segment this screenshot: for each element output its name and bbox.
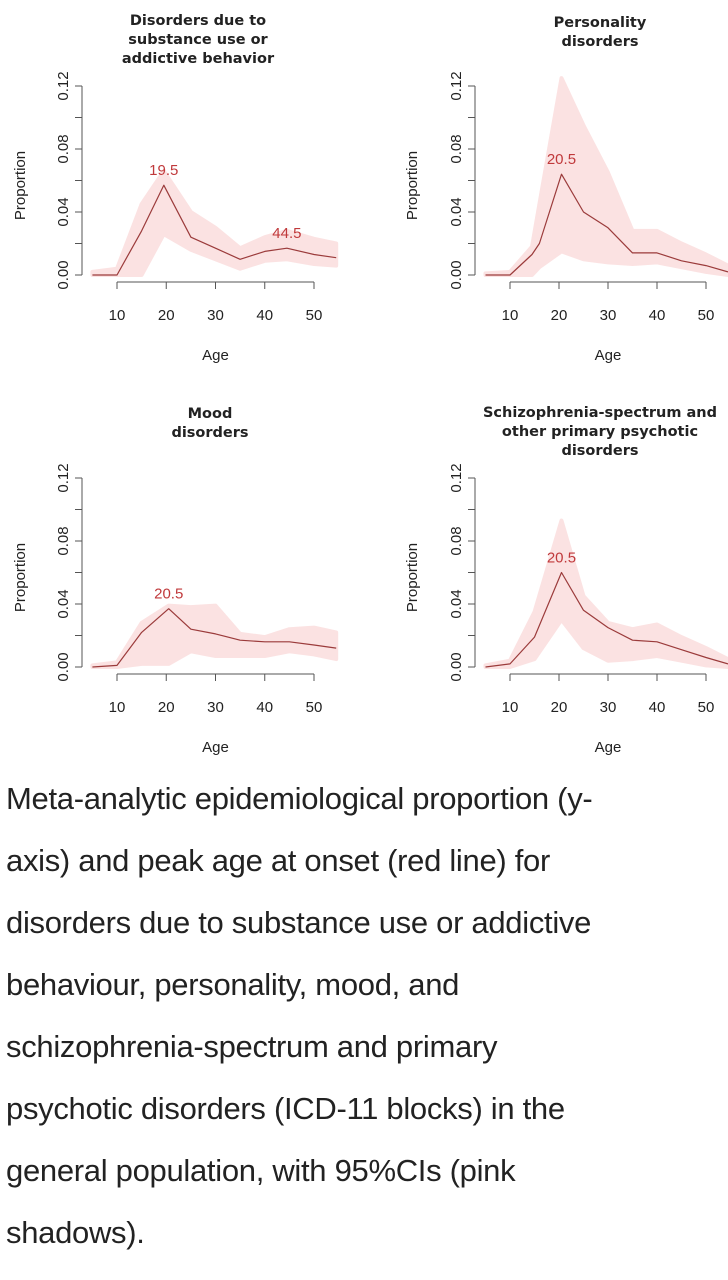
y-tick-label: 0.08	[55, 134, 72, 163]
figure-caption: Meta-analytic epidemiological proportion…	[6, 768, 726, 1264]
caption-line: behaviour, personality, mood, and	[6, 967, 460, 1002]
peak-age-label: 20.5	[547, 550, 576, 567]
y-tick-label: 0.04	[448, 197, 465, 226]
chart-panel: Mood disorders 0.00 0.04 0.08 0.12 Proportion 1…	[12, 406, 339, 756]
panel-title-line: Schizophrenia-spectrum and	[483, 405, 717, 421]
proportion-line	[92, 608, 337, 668]
y-axis-label: Proportion	[404, 543, 421, 612]
peak-age-label: 20.5	[154, 586, 183, 603]
proportion-line	[92, 184, 337, 276]
peak-age-label: 20.5	[547, 151, 576, 168]
chart-panel: Disorders due to substance use or addictiv…	[12, 13, 339, 364]
panel-title-line: addictive behavior	[122, 51, 275, 67]
x-tick-label: 10	[109, 307, 126, 324]
y-tick-label: 0.00	[55, 652, 72, 681]
x-tick-label: 20	[158, 699, 175, 716]
caption-line: Meta-analytic epidemiological proportion…	[6, 781, 593, 816]
y-tick-label: 0.12	[55, 71, 72, 100]
x-tick-label: 50	[306, 307, 323, 324]
y-tick-label: 0.00	[448, 652, 465, 681]
y-tick-label: 0.12	[55, 463, 72, 492]
y-tick-label: 0.04	[448, 589, 465, 618]
y-axis-label: Proportion	[404, 151, 421, 220]
x-tick-label: 40	[649, 699, 666, 716]
caption-line: schizophrenia-spectrum and primary	[6, 1029, 498, 1064]
x-axis-label: Age	[202, 347, 229, 364]
x-axis-label: Age	[595, 739, 622, 756]
y-tick-label: 0.00	[448, 260, 465, 289]
peak-age-label: 19.5	[149, 162, 178, 179]
x-tick-label: 20	[158, 307, 175, 324]
x-tick-label: 30	[600, 307, 617, 324]
x-tick-label: 20	[551, 307, 568, 324]
y-tick-label: 0.04	[55, 197, 72, 226]
panel-title-line: disorders	[171, 425, 248, 441]
x-tick-label: 10	[502, 307, 519, 324]
ci-band	[483, 76, 728, 277]
x-tick-label: 40	[256, 699, 273, 716]
panel-title-line: disorders	[561, 443, 638, 459]
y-tick-label: 0.12	[448, 463, 465, 492]
x-tick-label: 10	[502, 699, 519, 716]
y-tick-label: 0.08	[448, 526, 465, 555]
x-tick-label: 20	[551, 699, 568, 716]
caption-line: disorders due to substance use or addict…	[6, 905, 592, 940]
caption-line: psychotic disorders (ICD-11 blocks) in t…	[6, 1091, 565, 1126]
panel-title-line: substance use or	[128, 32, 268, 48]
x-tick-label: 50	[306, 699, 323, 716]
peak-age-label: 44.5	[272, 225, 301, 242]
ci-band	[483, 518, 728, 669]
chart-panel: Personality disorders 0.00 0.04 0.08 0.12 Prop…	[404, 15, 728, 364]
y-tick-label: 0.08	[448, 134, 465, 163]
caption-line: shadows).	[6, 1215, 145, 1250]
panel-title-line: Personality	[554, 15, 647, 31]
panel-title-line: Mood	[188, 406, 233, 422]
ci-band	[90, 603, 339, 669]
x-tick-label: 50	[698, 307, 715, 324]
proportion-line	[485, 571, 728, 668]
figure-panels: Disorders due to substance use or addictiv…	[12, 13, 728, 756]
y-tick-label: 0.08	[55, 526, 72, 555]
panel-title-line: Disorders due to	[130, 13, 266, 29]
x-tick-label: 30	[207, 307, 224, 324]
x-tick-label: 40	[649, 307, 666, 324]
ci-band	[90, 169, 339, 277]
x-tick-label: 30	[600, 699, 617, 716]
caption-line: general population, with 95%CIs (pink	[6, 1153, 516, 1188]
panel-title-line: disorders	[561, 34, 638, 50]
chart-panel: Schizophrenia-spectrum and other primary …	[404, 405, 728, 756]
y-axis-label: Proportion	[12, 543, 29, 612]
proportion-line	[485, 173, 728, 276]
x-axis-label: Age	[595, 347, 622, 364]
x-tick-label: 50	[698, 699, 715, 716]
y-tick-label: 0.04	[55, 589, 72, 618]
x-tick-label: 10	[109, 699, 126, 716]
panel-title-line: other primary psychotic	[502, 424, 698, 440]
caption-line: axis) and peak age at onset (red line) f…	[6, 843, 550, 878]
x-tick-label: 30	[207, 699, 224, 716]
x-axis-label: Age	[202, 739, 229, 756]
x-tick-label: 40	[256, 307, 273, 324]
y-tick-label: 0.00	[55, 260, 72, 289]
y-axis-label: Proportion	[12, 151, 29, 220]
y-tick-label: 0.12	[448, 71, 465, 100]
